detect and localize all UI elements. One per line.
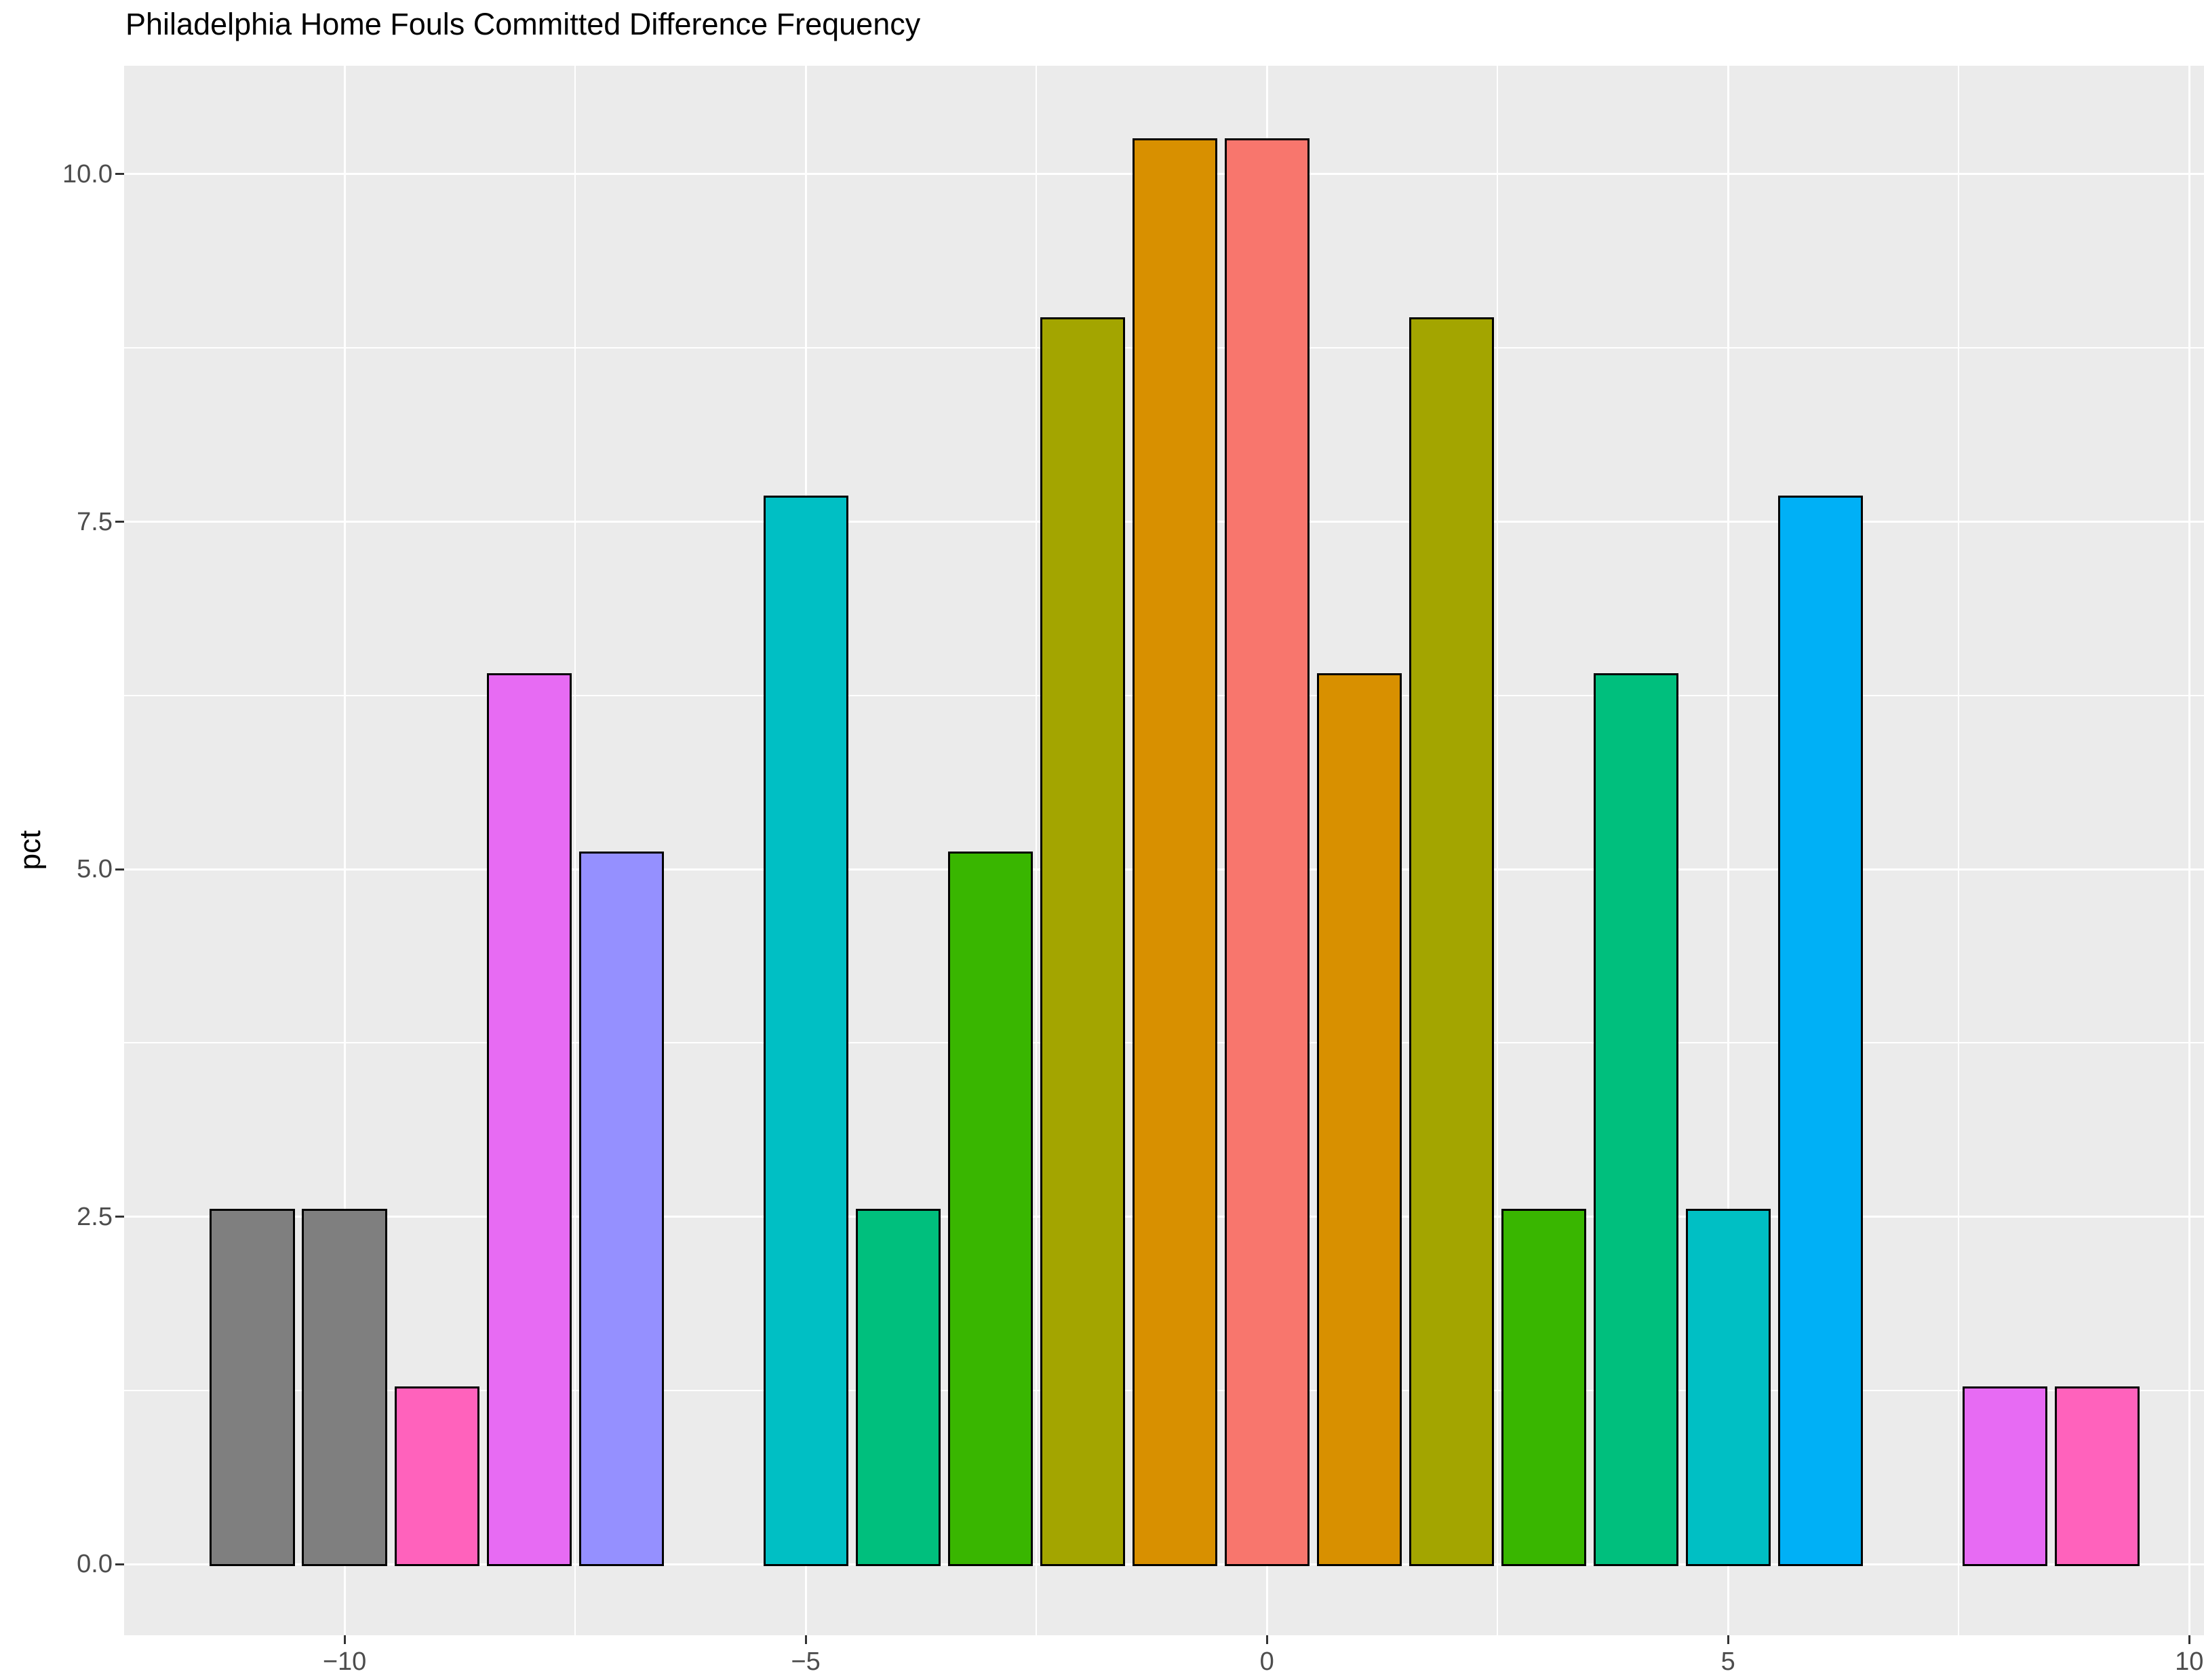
y-axis-tick-label: 7.5 (77, 507, 113, 536)
y-axis-tick-label: 0.0 (77, 1550, 113, 1579)
bar (486, 673, 572, 1567)
x-major-gridline (343, 66, 346, 1635)
x-axis-tick-label: −5 (791, 1647, 821, 1676)
bar (1316, 673, 1402, 1567)
bar (1409, 317, 1494, 1567)
bar (1777, 495, 1863, 1567)
bar (763, 495, 848, 1567)
plot-panel (124, 66, 2204, 1635)
bar (1224, 138, 1310, 1567)
x-axis-tick (804, 1635, 807, 1644)
x-axis-tick-label: 0 (1259, 1647, 1274, 1676)
bar (1040, 317, 1125, 1567)
x-axis-tick-label: 10 (2175, 1647, 2204, 1676)
x-major-gridline (1727, 66, 1729, 1635)
bar (1501, 1208, 1586, 1567)
x-axis-tick (2188, 1635, 2190, 1644)
chart-title: Philadelphia Home Fouls Committed Differ… (125, 7, 921, 41)
y-axis-tick (115, 1216, 124, 1218)
bar (855, 1208, 941, 1567)
y-axis-tick (115, 173, 124, 176)
y-axis-tick (115, 868, 124, 871)
x-axis-tick (343, 1635, 346, 1644)
x-axis-tick-label: −10 (322, 1647, 367, 1676)
y-axis-tick-label: 5.0 (77, 855, 113, 884)
y-axis-tick-label: 10.0 (62, 159, 113, 188)
bar (394, 1386, 479, 1567)
x-axis-tick-label: 5 (1720, 1647, 1735, 1676)
y-axis-tick (115, 1563, 124, 1565)
x-minor-gridline (1497, 66, 1499, 1635)
x-axis-tick (1727, 1635, 1729, 1644)
bar (2054, 1386, 2140, 1567)
x-minor-gridline (1958, 66, 1960, 1635)
bar (578, 851, 664, 1567)
bar (210, 1208, 295, 1567)
y-axis-tick (115, 521, 124, 523)
x-major-gridline (2188, 66, 2190, 1635)
y-axis-tick-label: 2.5 (77, 1202, 113, 1231)
x-axis-tick (1265, 1635, 1268, 1644)
x-minor-gridline (1036, 66, 1038, 1635)
bar (1132, 138, 1217, 1567)
bar (1962, 1386, 2047, 1567)
bar (947, 851, 1033, 1567)
bar (302, 1208, 387, 1567)
bar (1685, 1208, 1771, 1567)
x-minor-gridline (574, 66, 576, 1635)
bar (1593, 673, 1678, 1567)
